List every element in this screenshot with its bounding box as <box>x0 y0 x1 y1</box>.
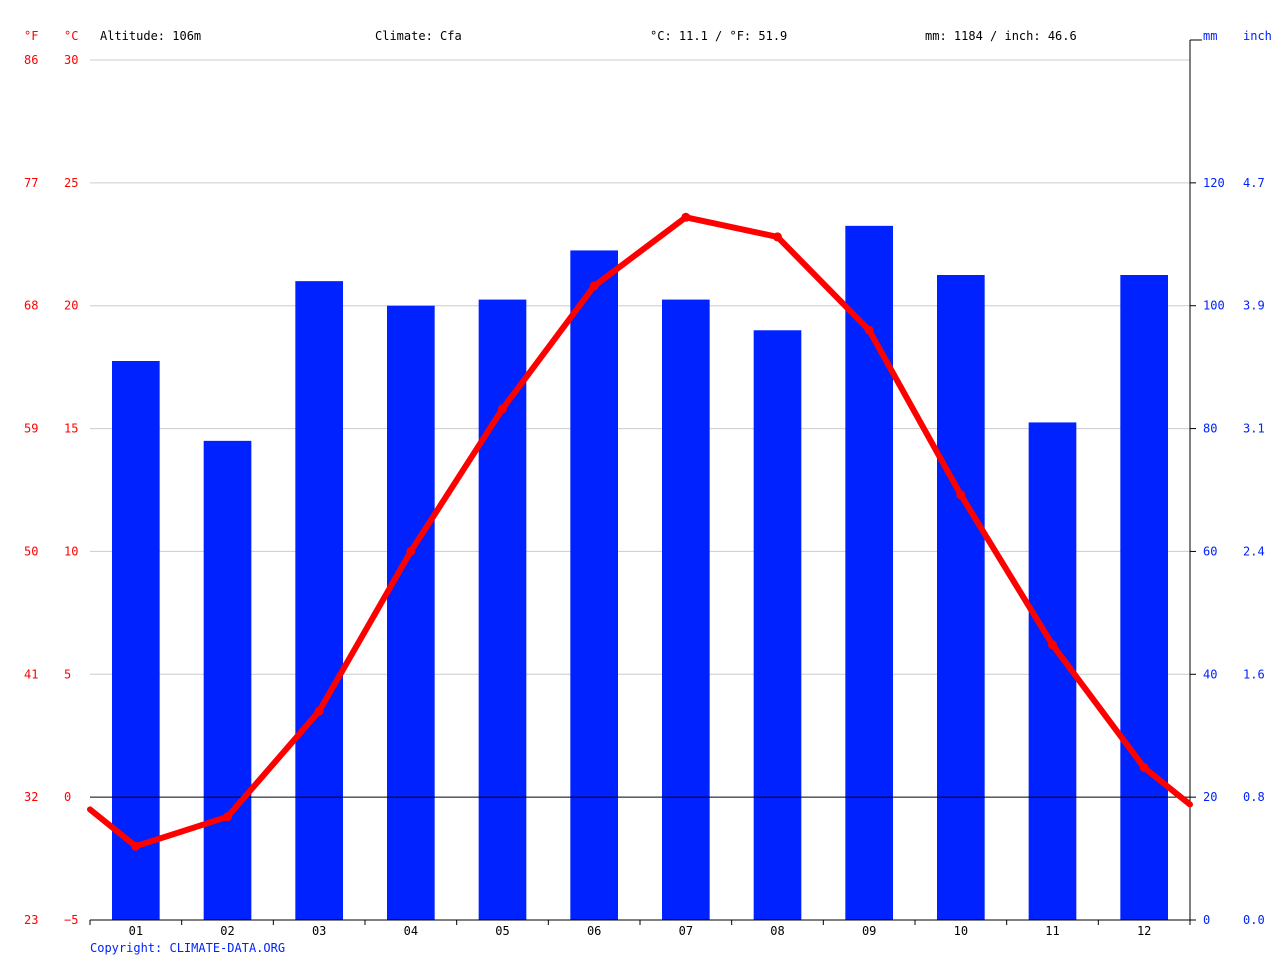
axis-labels: 30 86 25 77 20 68 15 59 10 50 5 41 0 32 −5 23 120 4.7 100 3… <box>24 53 1265 927</box>
celsius-tick-label: 25 <box>64 176 78 190</box>
mm-tick-label: 60 <box>1203 544 1217 558</box>
month-label: 07 <box>679 924 693 938</box>
inch-tick-label: 3.1 <box>1243 422 1265 436</box>
mm-tick-label: 20 <box>1203 790 1217 804</box>
temperature-point <box>1048 640 1057 650</box>
precipitation-bar <box>662 299 710 921</box>
mm-tick-label: 0 <box>1203 913 1210 927</box>
month-label: 01 <box>129 924 143 938</box>
left-f-unit: °F <box>24 29 38 43</box>
month-label: 06 <box>587 924 601 938</box>
right-inch-unit: inch <box>1243 29 1272 43</box>
precipitation-bar <box>295 281 343 921</box>
month-label: 08 <box>770 924 784 938</box>
temperature-point <box>681 212 691 222</box>
precipitation-bar <box>1120 275 1168 920</box>
temperature-point <box>498 404 507 414</box>
altitude-label: Altitude: 106m <box>100 29 201 43</box>
inch-tick-label: 1.6 <box>1243 667 1265 681</box>
inch-tick-label: 3.9 <box>1243 299 1265 313</box>
mm-tick-label: 40 <box>1203 667 1217 681</box>
month-label: 05 <box>495 924 509 938</box>
right-mm-unit: mm <box>1203 29 1217 43</box>
month-label: 03 <box>312 924 326 938</box>
precipitation-bar <box>753 330 802 920</box>
fahrenheit-tick-label: 50 <box>24 544 38 558</box>
fahrenheit-tick-label: 77 <box>24 176 38 190</box>
month-label: 12 <box>1137 924 1151 938</box>
temperature-point <box>223 812 232 822</box>
left-c-unit: °C <box>64 29 78 43</box>
precipitation-bar <box>203 440 252 920</box>
grid-lines <box>90 59 1190 675</box>
temperature-line <box>87 212 1193 851</box>
temperature-average-label: °C: 11.1 / °F: 51.9 <box>650 29 787 43</box>
inch-tick-label: 0.8 <box>1243 790 1265 804</box>
precipitation-bar <box>937 275 985 920</box>
precipitation-total-label: mm: 1184 / inch: 46.6 <box>925 29 1077 43</box>
temperature-line-path <box>87 214 1193 850</box>
fahrenheit-tick-label: 23 <box>24 913 38 927</box>
inch-tick-label: 2.4 <box>1243 544 1265 558</box>
temperature-point <box>864 325 874 335</box>
fahrenheit-tick-label: 86 <box>24 53 38 67</box>
inch-tick-label: 4.7 <box>1243 176 1265 190</box>
temperature-point <box>314 706 324 716</box>
temperature-point <box>406 546 416 556</box>
inch-tick-label: 0.0 <box>1243 913 1265 927</box>
month-label: 09 <box>862 924 876 938</box>
month-label: 04 <box>404 924 418 938</box>
fahrenheit-tick-label: 59 <box>24 422 38 436</box>
fahrenheit-tick-label: 32 <box>24 790 38 804</box>
temperature-point <box>131 841 141 851</box>
month-label: 11 <box>1045 924 1059 938</box>
fahrenheit-tick-label: 41 <box>24 667 38 681</box>
celsius-tick-label: 0 <box>64 790 71 804</box>
x-axis-ticks: 01 02 03 04 05 06 07 08 09 10 11 12 <box>89 920 1191 938</box>
precipitation-bar <box>570 250 618 920</box>
precipitation-bar <box>112 361 160 920</box>
precipitation-bar <box>845 225 893 920</box>
mm-tick-label: 80 <box>1203 422 1217 436</box>
precipitation-bars <box>112 225 1168 921</box>
temperature-point <box>956 490 966 500</box>
celsius-tick-label: 30 <box>64 53 78 67</box>
temperature-point <box>773 232 782 242</box>
month-label: 02 <box>220 924 234 938</box>
celsius-tick-label: 20 <box>64 299 78 313</box>
mm-tick-label: 100 <box>1203 299 1225 313</box>
precipitation-bar <box>387 305 435 920</box>
celsius-tick-label: 10 <box>64 544 78 558</box>
climate-label: Climate: Cfa <box>375 29 462 43</box>
temperature-point <box>589 281 599 291</box>
precipitation-bar <box>478 299 527 921</box>
celsius-tick-label: −5 <box>64 913 78 927</box>
fahrenheit-tick-label: 68 <box>24 299 38 313</box>
precipitation-bar <box>1028 422 1077 920</box>
mm-tick-label: 120 <box>1203 176 1225 190</box>
month-label: 10 <box>954 924 968 938</box>
celsius-tick-label: 5 <box>64 667 71 681</box>
copyright-label: Copyright: CLIMATE-DATA.ORG <box>90 941 285 955</box>
celsius-tick-label: 15 <box>64 422 78 436</box>
temperature-point <box>1139 763 1149 773</box>
